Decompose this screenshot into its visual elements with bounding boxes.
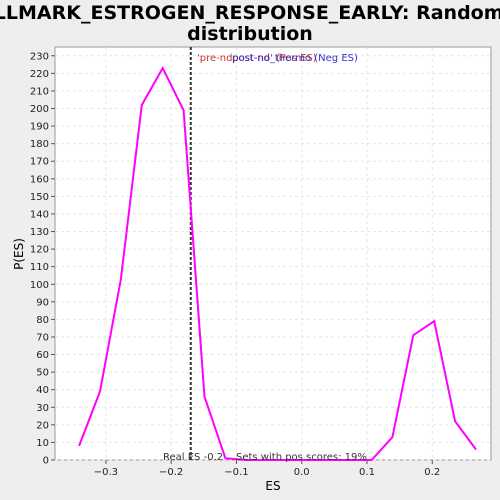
series-line [78, 65, 477, 461]
y-tick-label: 50 [36, 368, 49, 379]
y-tick-label: 120 [30, 245, 49, 256]
y-tick-label: 90 [36, 297, 49, 308]
x-tick-label: −0.1 [224, 467, 248, 478]
y-tick-label: 60 [36, 350, 49, 361]
x-tick-label: 0.0 [294, 467, 310, 478]
y-tick-label: 190 [30, 122, 49, 133]
y-tick-label: 220 [30, 69, 49, 80]
y-tick-label: 150 [30, 192, 49, 203]
y-tick-label: 210 [30, 86, 49, 97]
y-axis-label: P(ES) [12, 238, 26, 270]
legend-neg-es: post-nd_thermo (Neg ES) [232, 53, 358, 64]
x-axis: −0.3 −0.2 −0.1 0.0 0.1 0.2 [94, 460, 440, 478]
pos-scores-label: Sets with pos scores: 19% [236, 452, 367, 463]
y-tick-label: 160 [30, 174, 49, 185]
y-tick-label: 180 [30, 139, 49, 150]
x-tick-label: 0.1 [359, 467, 375, 478]
y-tick-label: 170 [30, 157, 49, 168]
x-axis-label: ES [265, 479, 280, 493]
chart-title-line-2: distribution [187, 23, 313, 45]
y-tick-label: 10 [36, 438, 49, 449]
y-tick-label: 200 [30, 104, 49, 115]
plot-area [54, 46, 492, 461]
x-tick-label: 0.2 [424, 467, 440, 478]
y-tick-label: 130 [30, 227, 49, 238]
chart-title-line-1: HALLMARK_ESTROGEN_RESPONSE_EARLY: Random… [0, 2, 500, 24]
y-tick-label: 100 [30, 280, 49, 291]
legend-pos-es: 'pre-ndpost-no' (Pos ES) [197, 53, 317, 64]
y-tick-label: 30 [36, 403, 49, 414]
y-tick-label: 0 [43, 456, 49, 467]
y-tick-label: 80 [36, 315, 49, 326]
y-tick-label: 70 [36, 332, 49, 343]
real-es-label: Real ES -0.2 [163, 452, 223, 463]
y-tick-label: 110 [30, 262, 49, 273]
grid-lines [55, 47, 491, 461]
y-tick-label: 230 [30, 51, 49, 62]
y-axis: 0 10 20 30 40 50 60 70 80 90 100 110 120 130 140 150 160… [30, 51, 55, 467]
y-tick-label: 140 [30, 209, 49, 220]
y-tick-label: 40 [36, 385, 49, 396]
x-tick-label: −0.3 [94, 467, 118, 478]
x-tick-label: −0.2 [159, 467, 183, 478]
y-tick-label: 20 [36, 420, 49, 431]
